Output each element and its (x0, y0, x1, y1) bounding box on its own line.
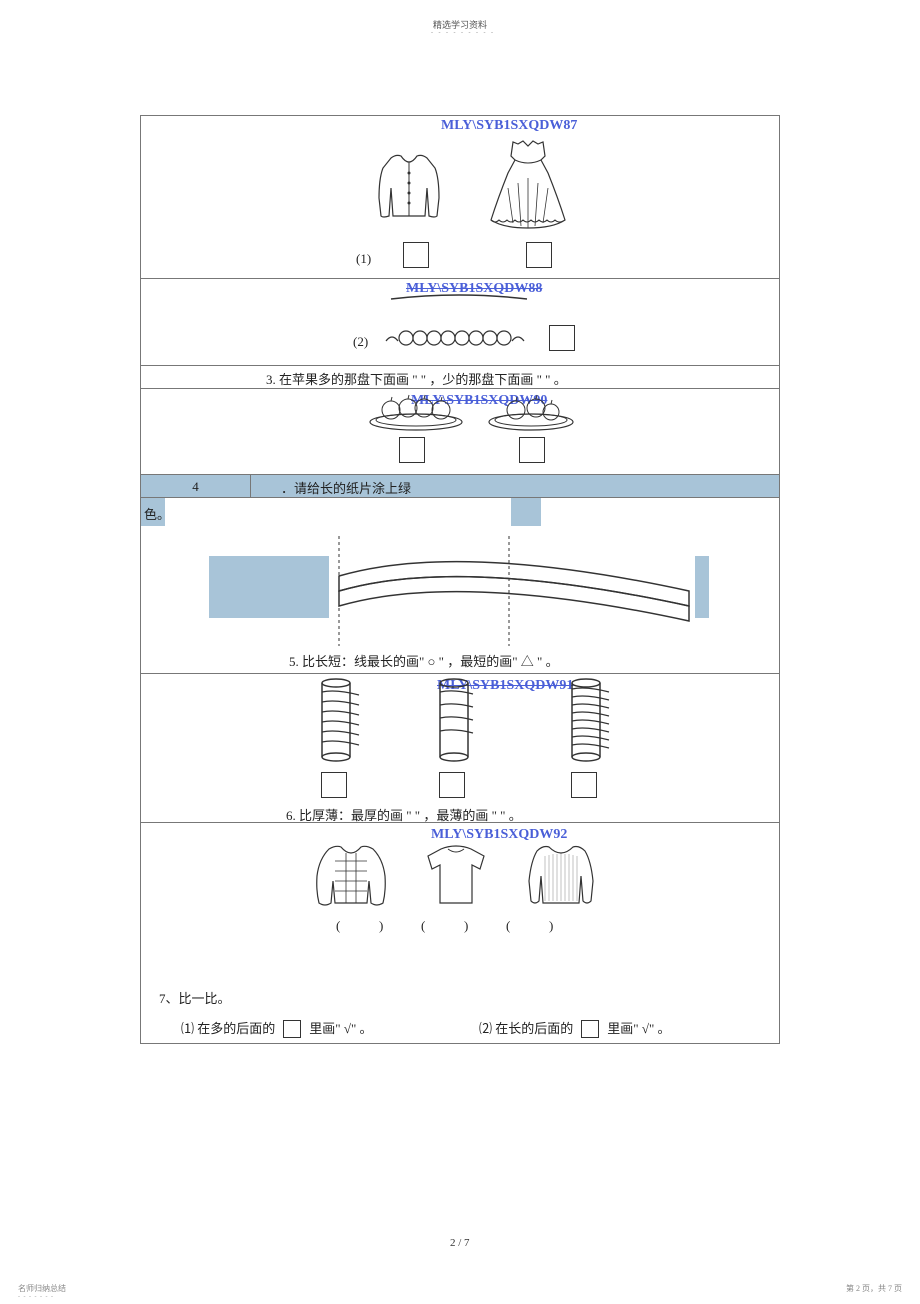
paren-2-open: ( (421, 918, 425, 934)
footer-left-text: 名师归纳总结 (18, 1283, 66, 1294)
answer-box-3b[interactable] (519, 437, 545, 463)
question-7-1b: 里画" √" 。 (309, 1021, 372, 1036)
paren-3-open: ( (506, 918, 510, 934)
sweater-icon (521, 841, 601, 911)
answer-box-3a[interactable] (399, 437, 425, 463)
beads-bottom-icon (384, 327, 532, 349)
answer-box-7-1[interactable] (283, 1020, 301, 1038)
spool-2-icon (429, 677, 479, 767)
label-1: (1) (356, 251, 371, 267)
page-number: 2 / 7 (450, 1237, 470, 1249)
paren-2-close: ) (464, 918, 468, 934)
question-4-text: ．请给长的纸片涂上绿 (281, 481, 411, 496)
answer-box-5b[interactable] (439, 772, 465, 798)
spool-3-icon (561, 677, 611, 767)
answer-box-1b[interactable] (526, 242, 552, 268)
paren-1-close: ) (379, 918, 383, 934)
answer-box-5c[interactable] (571, 772, 597, 798)
footer-left-dashes: - - - - - - - (18, 1294, 54, 1300)
paren-1-open: ( (336, 918, 340, 934)
question-6-text: 6. 比厚薄：最厚的画 " " ，最薄的画 " " 。 (286, 805, 522, 824)
question-7-title: 7、比一比。 (159, 988, 231, 1007)
paper-strips-icon (209, 536, 709, 646)
question-7-2b: 里画" √" 。 (607, 1021, 670, 1036)
question-3-text: 3. 在苹果多的那盘下面画 " " ，少的那盘下面画 " " 。 (266, 372, 567, 387)
watermark-87: MLY\SYB1SXQDW87 (441, 118, 577, 134)
spool-1-icon (311, 677, 361, 767)
jacket-icon (371, 148, 447, 224)
footer-right-text: 第 2 页，共 7 页 (846, 1283, 902, 1294)
question-7-1a: ⑴ 在多的后面的 (181, 1021, 275, 1036)
worksheet-table: MLY\SYB1SXQDW87 (1) (140, 115, 780, 1044)
answer-box-5a[interactable] (321, 772, 347, 798)
puffy-jacket-icon (311, 841, 391, 911)
question-5-text: 5. 比长短：线最长的画" ○ " ，最短的画" △ " 。 (289, 651, 559, 670)
label-2: (2) (353, 334, 368, 350)
beads-top-icon (389, 291, 529, 303)
paren-3-close: ) (549, 918, 553, 934)
apple-plate-left-icon (366, 392, 466, 432)
question-7-2a: ⑵ 在长的后面的 (479, 1021, 573, 1036)
question-4-num: 4 (192, 479, 199, 494)
dress-icon (483, 138, 573, 232)
apple-plate-right-icon (486, 392, 576, 432)
answer-box-1a[interactable] (403, 242, 429, 268)
tshirt-icon (416, 841, 496, 911)
answer-box-2[interactable] (549, 325, 575, 351)
answer-box-7-2[interactable] (581, 1020, 599, 1038)
header-dashes: - - - - - - - - - (431, 30, 495, 36)
